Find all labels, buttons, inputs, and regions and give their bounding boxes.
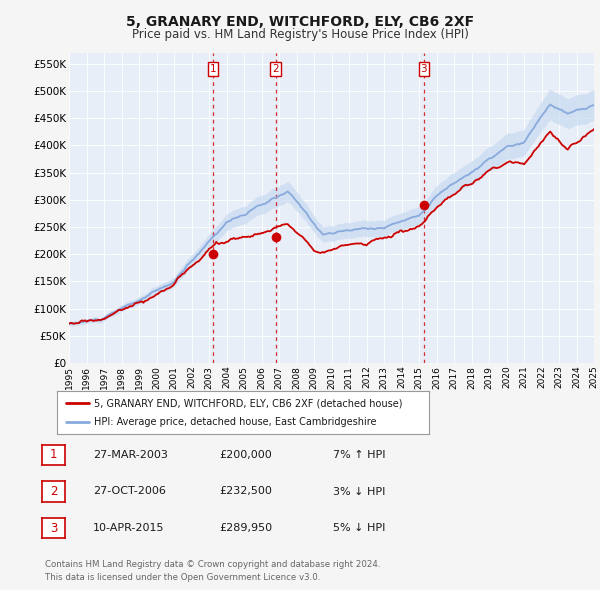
Text: 5, GRANARY END, WITCHFORD, ELY, CB6 2XF: 5, GRANARY END, WITCHFORD, ELY, CB6 2XF bbox=[126, 15, 474, 29]
Text: £289,950: £289,950 bbox=[219, 523, 272, 533]
Text: Price paid vs. HM Land Registry's House Price Index (HPI): Price paid vs. HM Land Registry's House … bbox=[131, 28, 469, 41]
Text: £200,000: £200,000 bbox=[219, 450, 272, 460]
Text: 5% ↓ HPI: 5% ↓ HPI bbox=[333, 523, 385, 533]
Text: 5, GRANARY END, WITCHFORD, ELY, CB6 2XF (detached house): 5, GRANARY END, WITCHFORD, ELY, CB6 2XF … bbox=[94, 398, 403, 408]
Text: 1: 1 bbox=[50, 448, 57, 461]
Text: 2: 2 bbox=[50, 485, 57, 498]
Text: 3: 3 bbox=[421, 64, 427, 74]
Text: 3: 3 bbox=[50, 522, 57, 535]
Text: 27-OCT-2006: 27-OCT-2006 bbox=[93, 487, 166, 496]
Text: 10-APR-2015: 10-APR-2015 bbox=[93, 523, 164, 533]
Text: £232,500: £232,500 bbox=[219, 487, 272, 496]
Text: HPI: Average price, detached house, East Cambridgeshire: HPI: Average price, detached house, East… bbox=[94, 417, 377, 427]
Text: Contains HM Land Registry data © Crown copyright and database right 2024.
This d: Contains HM Land Registry data © Crown c… bbox=[45, 560, 380, 582]
Text: 1: 1 bbox=[210, 64, 217, 74]
Text: 3% ↓ HPI: 3% ↓ HPI bbox=[333, 487, 385, 496]
Text: 2: 2 bbox=[272, 64, 279, 74]
Text: 27-MAR-2003: 27-MAR-2003 bbox=[93, 450, 168, 460]
Text: 7% ↑ HPI: 7% ↑ HPI bbox=[333, 450, 386, 460]
